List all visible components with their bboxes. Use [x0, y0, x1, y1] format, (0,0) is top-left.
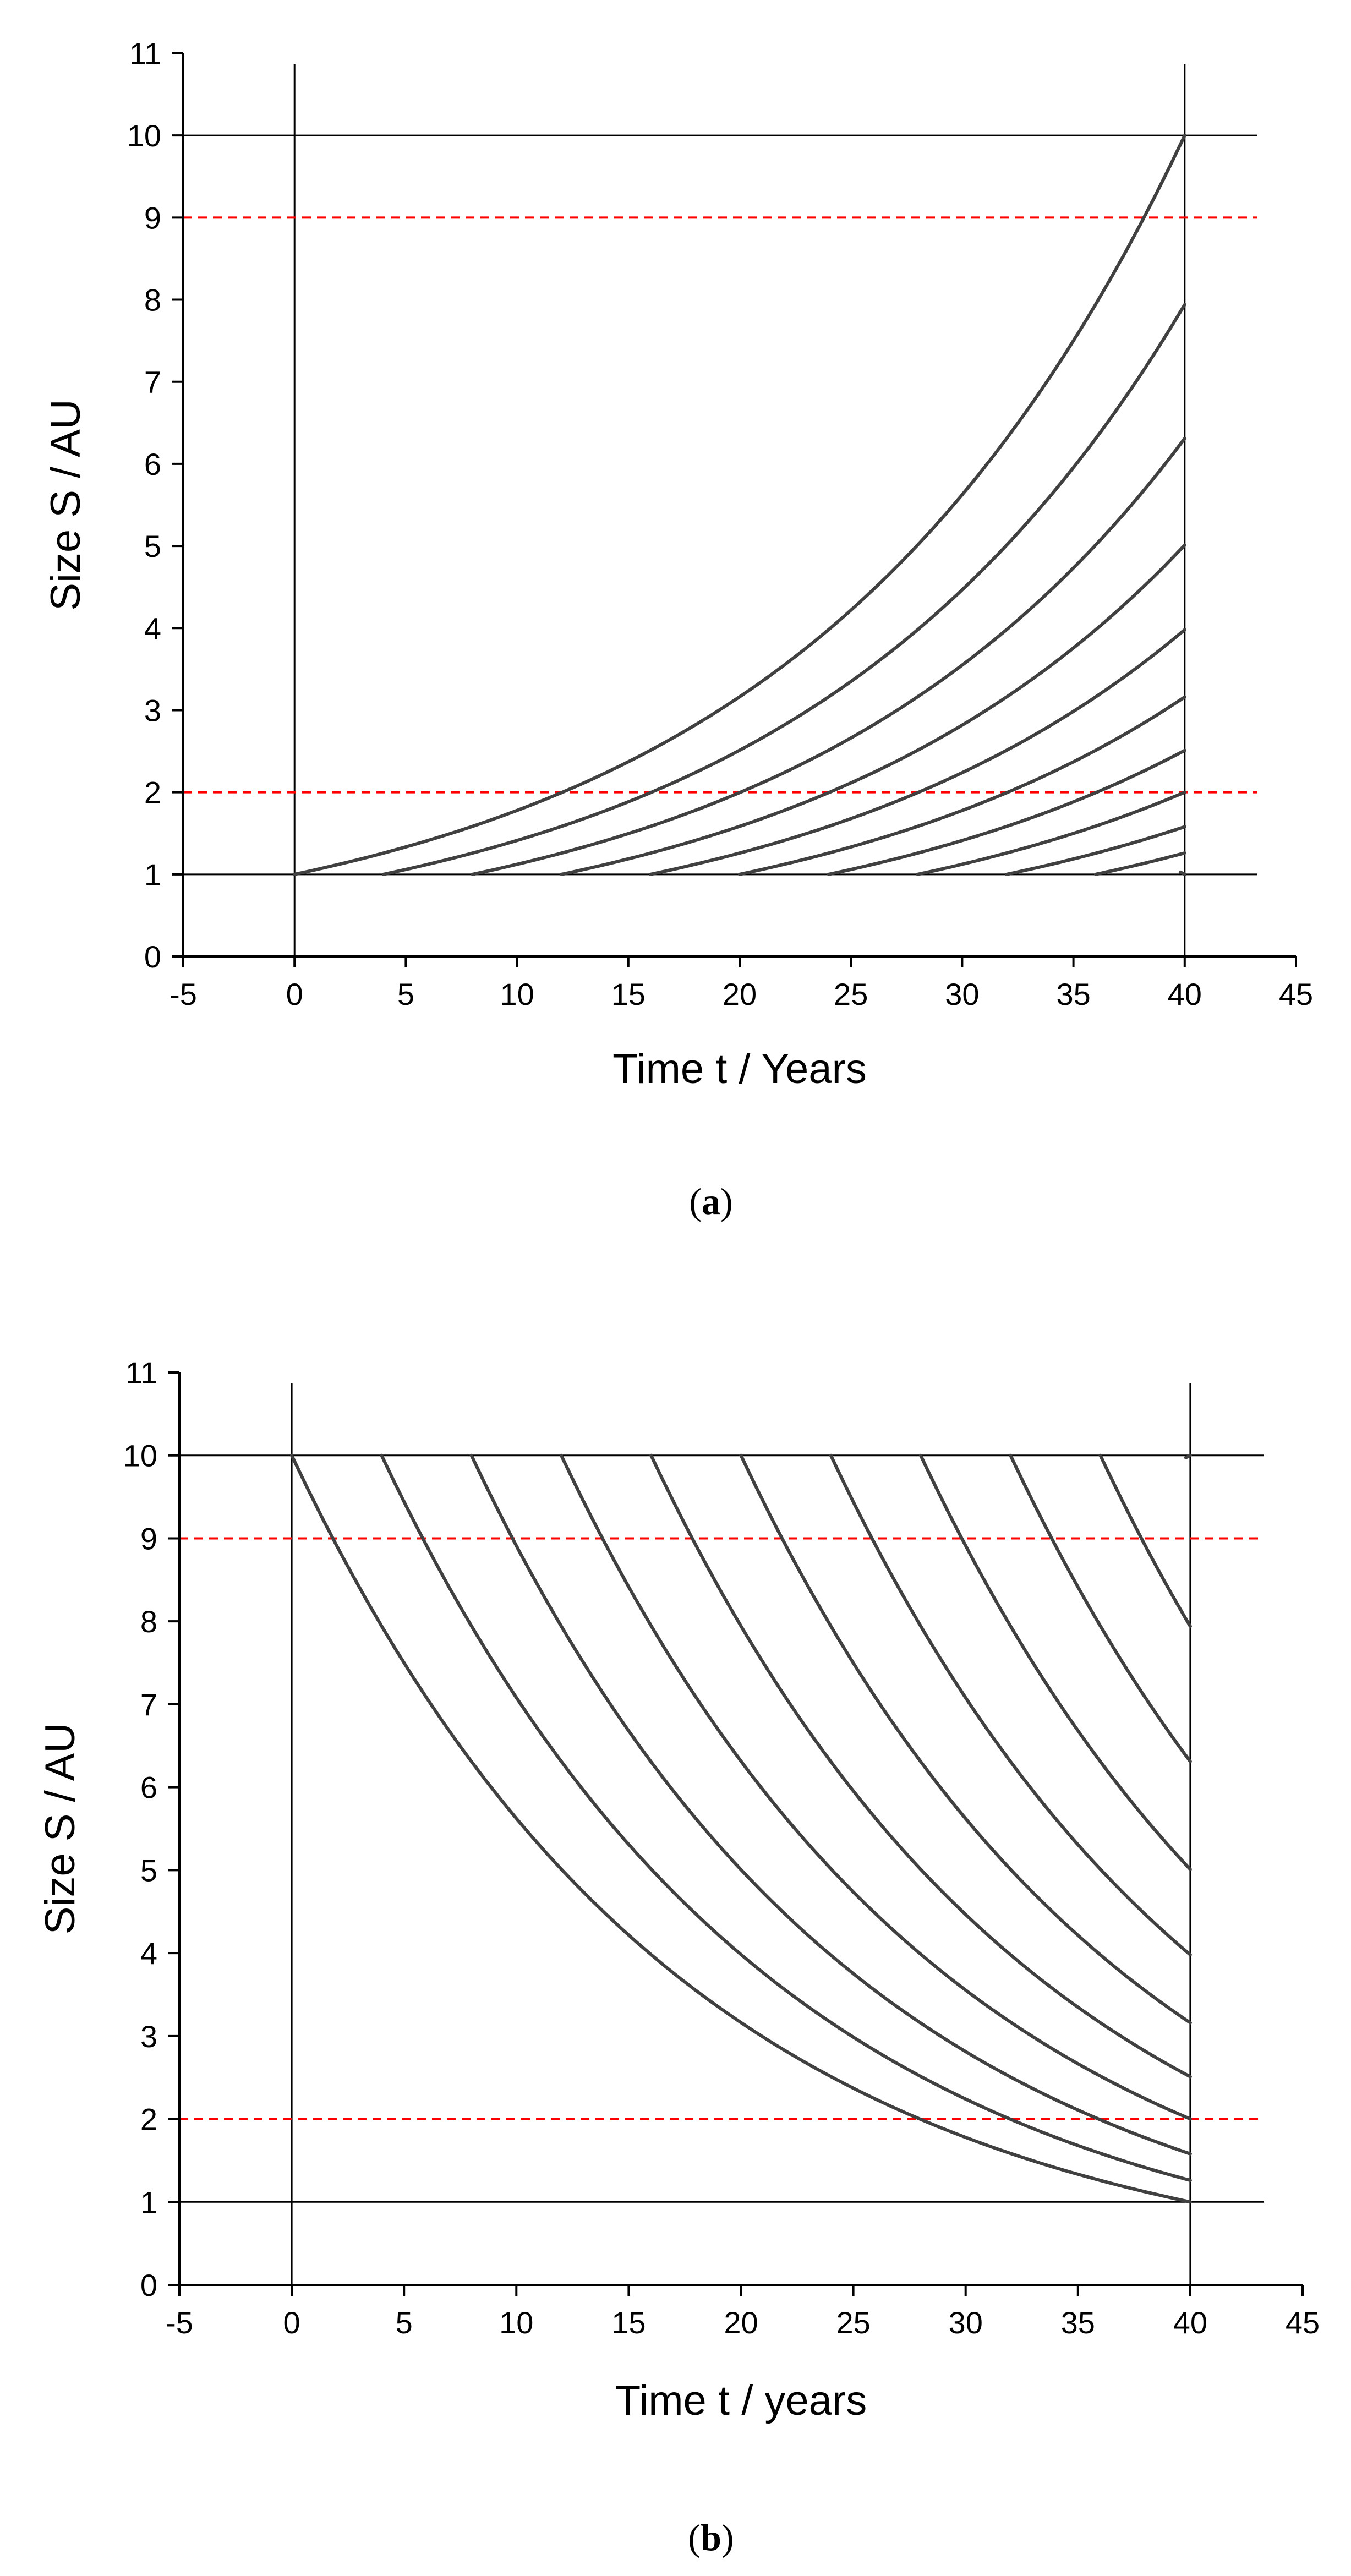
panel-b-x-tick-label: 5	[396, 2305, 413, 2340]
panel-b-caption-letter: b	[701, 2517, 721, 2558]
panel-b-series-11	[1184, 1453, 1192, 1459]
panel-b-series-1	[290, 1453, 1192, 2204]
panel-b-y-tick-label: 9	[140, 1521, 157, 1556]
panel-b-y-tick-label: 2	[140, 2102, 157, 2137]
panel-b-x-tick-label: 25	[836, 2305, 870, 2340]
panel-a-series-6	[738, 695, 1186, 876]
panel-b-x-tick-label: 35	[1061, 2305, 1095, 2340]
panel-a-series-7	[827, 748, 1186, 876]
panel-b-y-tick-label: 7	[140, 1687, 157, 1722]
panel-b-series-8	[919, 1453, 1192, 1871]
panel-a-y-tick-label: 5	[144, 529, 161, 564]
panel-a-y-tick-label: 8	[144, 283, 161, 318]
panel-a-caption-letter: a	[702, 1180, 720, 1222]
panel-b-series-3	[469, 1453, 1192, 2156]
panel-a-x-tick-label: 45	[1279, 977, 1313, 1011]
panel-b-series-2	[380, 1453, 1192, 2183]
panel-a-x-tick-label: 20	[723, 977, 757, 1011]
panel-b-x-tick-label: 15	[611, 2305, 646, 2340]
panel-a-y-tick-label: 1	[144, 857, 161, 892]
panel-a-y-tick-label: 10	[127, 118, 161, 153]
panel-a-x-tick-label: 30	[945, 977, 979, 1011]
panel-a-y-tick-label: 2	[144, 775, 161, 810]
panel-b-y-tick-label: 0	[140, 2268, 157, 2302]
panel-a-series-8	[916, 790, 1186, 876]
panel-a-series-1	[293, 134, 1186, 876]
panel-a-x-tick-label: 25	[834, 977, 868, 1011]
panel-b-series-4	[559, 1453, 1192, 2121]
panel-a-series-4	[560, 543, 1186, 876]
panel-b-x-axis-title: Time t / years	[615, 2377, 867, 2424]
panel-a-y-tick-label: 4	[144, 611, 161, 646]
panel-a-series-3	[471, 436, 1186, 876]
panel-a-y-axis-title: Size S / AU	[42, 399, 89, 610]
panel-a-series-5	[649, 628, 1186, 876]
panel-a-series-10	[1094, 851, 1186, 876]
panel-b-caption: (b)	[688, 2517, 734, 2558]
panel-b-y-axis-title: Size S / AU	[37, 1723, 84, 1934]
panel-a-series-11	[1178, 870, 1186, 876]
panel-a-x-axis-title: Time t / Years	[612, 1046, 867, 1092]
panel-b-x-tick-label: -5	[166, 2305, 193, 2340]
panel-b-y-tick-label: 10	[123, 1439, 157, 1473]
panel-b-y-tick-label: 1	[140, 2185, 157, 2219]
panel-a-caption: (a)	[689, 1180, 732, 1222]
panel-b-y-tick-label: 11	[125, 1355, 157, 1390]
panel-a-x-tick-label: 5	[397, 977, 414, 1011]
panel-b-y-tick-label: 6	[140, 1770, 157, 1805]
panel-b-y-tick-label: 4	[140, 1936, 157, 1971]
panel-a-x-tick-label: 40	[1168, 977, 1202, 1011]
panel-a-y-tick-label: 9	[144, 200, 161, 235]
panel-a-x-tick-label: 10	[500, 977, 534, 1011]
panel-a-x-tick-label: 35	[1056, 977, 1090, 1011]
panel-b-y-tick-label: 3	[140, 2019, 157, 2054]
panel-b-x-tick-label: 10	[499, 2305, 533, 2340]
panel-a-x-tick-label: 15	[611, 977, 646, 1011]
panel-a-x-tick-label: -5	[169, 977, 197, 1011]
panel-a-y-tick-label: 0	[144, 939, 161, 974]
panel-a-x-tick-label: 0	[286, 977, 303, 1011]
panel-b-y-tick-label: 5	[140, 1853, 157, 1888]
panel-b-y-tick-label: 8	[140, 1604, 157, 1639]
panel-b-series-5	[649, 1453, 1192, 2079]
panel-b-series-7	[829, 1453, 1192, 1957]
panel-b-x-tick-label: 40	[1173, 2305, 1207, 2340]
panel-a-series-9	[1005, 825, 1186, 876]
panel-a-y-tick-label: 7	[144, 365, 161, 400]
panel-b-series-10	[1098, 1453, 1192, 1628]
panel-b-x-tick-label: 30	[949, 2305, 983, 2340]
panel-a-y-tick-label: 3	[144, 693, 161, 728]
panel-b-x-tick-label: 20	[724, 2305, 758, 2340]
panel-b-x-tick-label: 0	[283, 2305, 300, 2340]
panel-a-y-tick-label: 6	[144, 447, 161, 482]
panel-b-x-tick-label: 45	[1286, 2305, 1320, 2340]
panel-b-series-9	[1009, 1453, 1192, 1763]
panel-b-series-6	[739, 1453, 1192, 2025]
panel-a-y-tick-label: 11	[129, 36, 161, 71]
panel-a-series-2	[382, 303, 1186, 876]
